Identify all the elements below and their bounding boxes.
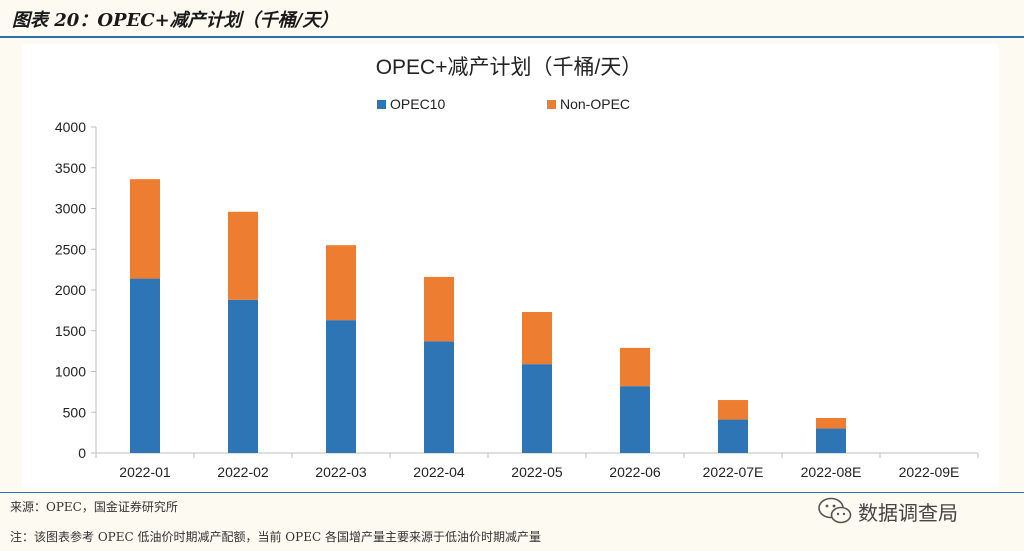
bar-opec10-3 [326,320,356,453]
bar-opec10-8 [816,428,846,453]
x-tick-label-5: 2022-05 [511,464,563,480]
watermark: 数据调查局 [818,496,958,526]
legend-label-1: OPEC10 [390,96,445,112]
stacked-bar-chart: OPEC+减产计划（千桶/天） OPEC10 Non-OPEC 0 500 1000 150… [55,56,979,480]
note-text: 注：该图表参考 OPEC 低油价时期减产配额，当前 OPEC 各国增产量主要来源… [10,530,541,544]
bar-non-opec-2 [228,211,258,300]
bar-opec10-7 [718,419,748,453]
chart-title: OPEC+减产计划（千桶/天） [376,56,643,79]
wechat-icon [818,497,852,524]
bar-non-opec-1 [130,179,160,279]
bar-opec10-4 [424,341,454,453]
x-tick-label-4: 2022-04 [413,464,465,480]
legend-label-2: Non-OPEC [560,96,630,112]
x-tick-label-7: 2022-07E [703,464,764,480]
chart-area: OPEC+减产计划（千桶/天） OPEC10 Non-OPEC 0 500 1000 150… [22,44,998,488]
bar-non-opec-4 [424,276,454,342]
x-tick-label-8: 2022-08E [801,464,862,480]
y-tick-label-7: 3500 [55,160,86,176]
y-tick-label-3: 1500 [55,323,86,339]
y-tick-label-2: 1000 [55,364,86,380]
figure-caption: 图表 20：OPEC+减产计划（千桶/天） [12,10,339,31]
x-tick-label-2: 2022-02 [217,464,269,480]
bar-opec10-5 [522,364,552,453]
y-tick-label-8: 4000 [55,119,86,135]
watermark-text: 数据调查局 [858,500,958,525]
x-tick-label-1: 2022-01 [119,464,171,480]
bar-opec10-6 [620,386,650,453]
legend-swatch-1 [377,100,386,109]
bar-non-opec-6 [620,347,650,387]
y-tick-label-6: 3000 [55,201,86,217]
x-tick-label-9: 2022-09E [899,464,960,480]
bar-non-opec-8 [816,417,846,429]
y-tick-label-1: 500 [63,404,87,420]
figure-header: 图表 20：OPEC+减产计划（千桶/天） [0,0,1024,38]
x-tick-label-6: 2022-06 [609,464,661,480]
bar-non-opec-3 [326,245,356,321]
bar-opec10-1 [130,278,160,453]
x-tick-label-3: 2022-03 [315,464,367,480]
source-text: 来源：OPEC，国金证券研究所 [10,500,178,514]
y-tick-label-5: 2500 [55,241,86,257]
footer-divider [0,492,1024,493]
bar-opec10-2 [228,299,258,453]
bar-non-opec-7 [718,400,748,420]
bar-non-opec-5 [522,312,552,365]
y-tick-label-0: 0 [78,445,86,461]
legend-swatch-2 [547,100,556,109]
y-tick-label-4: 2000 [55,282,86,298]
